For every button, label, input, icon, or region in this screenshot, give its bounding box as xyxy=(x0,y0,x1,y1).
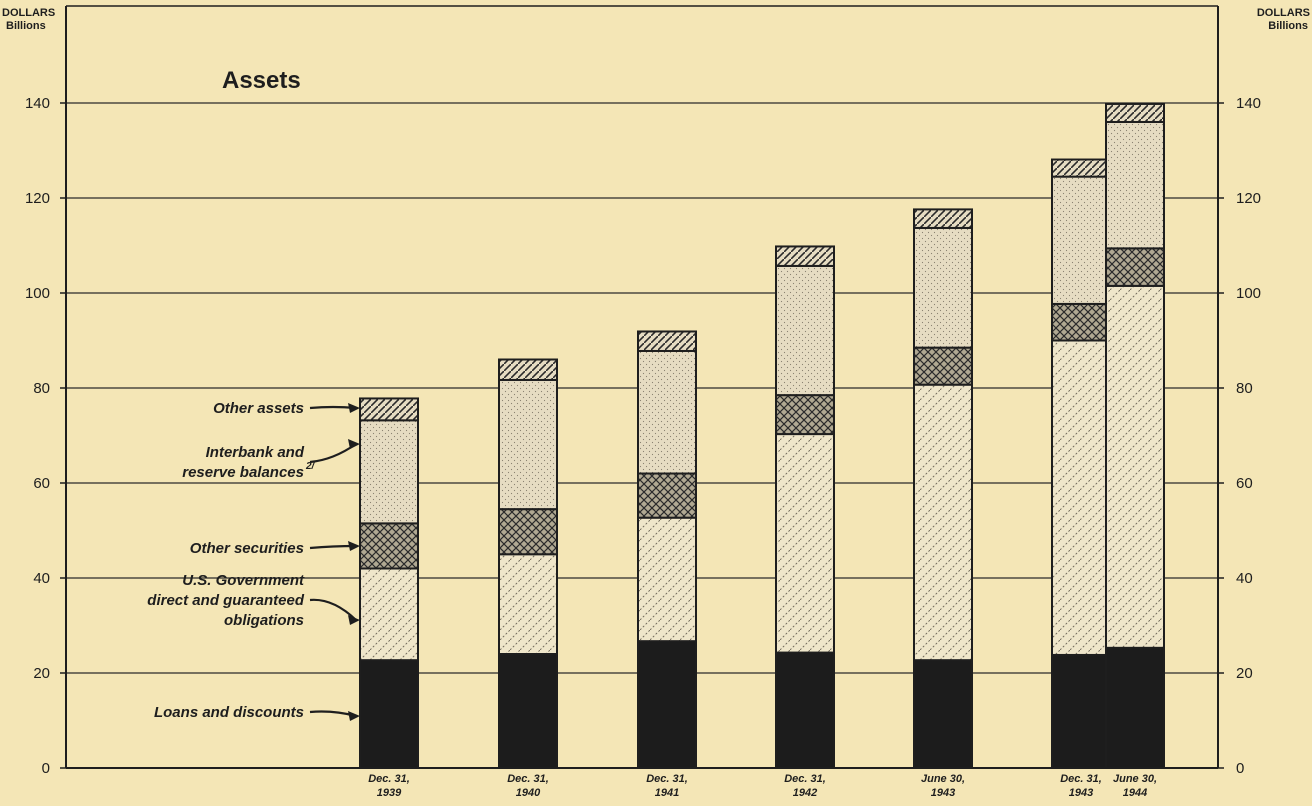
footnote-marker: 2/ xyxy=(305,461,316,472)
y-tick-label-left: 100 xyxy=(25,285,50,302)
category-label-year: 1942 xyxy=(793,787,817,799)
y-tick-label-left: 20 xyxy=(33,665,50,682)
y-tick-label-left: 140 xyxy=(25,95,50,112)
bar-segment-2 xyxy=(359,522,419,570)
series-label: U.S. Government xyxy=(182,572,305,589)
bar-segment-1 xyxy=(1105,284,1165,649)
bar-segment-4 xyxy=(1105,102,1165,123)
right-axis-unit-line1: DOLLARS xyxy=(1257,7,1310,19)
bar-segment-1 xyxy=(637,516,697,643)
bar-segment-4 xyxy=(913,208,973,229)
y-tick-label-right: 80 xyxy=(1236,380,1253,397)
series-arrow xyxy=(309,443,357,464)
category-labels: Dec. 31, 1939 Dec. 31, 1940 Dec. 31, 1941 Dec.… xyxy=(368,773,1157,799)
bar-segment-2 xyxy=(1051,302,1111,342)
bar-segment-1 xyxy=(775,433,835,654)
arrowhead xyxy=(348,711,360,721)
category-label-year: 1940 xyxy=(516,787,541,799)
y-tick-label-left: 80 xyxy=(33,380,50,397)
bar-segment-0 xyxy=(498,653,558,769)
bar-segment-3 xyxy=(913,226,973,349)
series-label: Other securities xyxy=(190,540,304,557)
left-axis-unit-line2: Billions xyxy=(6,20,46,32)
bar-segment-4 xyxy=(775,245,835,267)
series-labels: Other assets Interbank and reserve balance… xyxy=(147,400,360,721)
series-label: obligations xyxy=(224,612,304,629)
bar-segment-1 xyxy=(498,553,558,655)
category-label: Dec. 31, xyxy=(646,773,688,785)
y-tick-label-right: 100 xyxy=(1236,285,1261,302)
right-axis-unit-line2: Billions xyxy=(1268,20,1308,32)
category-label: Dec. 31, xyxy=(507,773,549,785)
category-label-year: 1943 xyxy=(1069,787,1093,799)
arrowhead xyxy=(348,541,360,551)
bar-segment-0 xyxy=(359,659,419,769)
bar-segment-4 xyxy=(359,397,419,422)
y-tick-label-right: 0 xyxy=(1236,760,1244,777)
bar-segment-1 xyxy=(913,383,973,662)
bars xyxy=(359,102,1165,770)
bar-segment-3 xyxy=(359,419,419,525)
bar-segment-3 xyxy=(1051,175,1111,305)
bar-segment-0 xyxy=(775,651,835,770)
bar-segment-3 xyxy=(498,378,558,511)
y-tick-label-left: 60 xyxy=(33,475,50,492)
bar-segment-4 xyxy=(1051,158,1111,178)
tick-labels: 0 0 20 20 40 40 60 60 80 80 100 100 120 120 140 140 xyxy=(25,95,1261,777)
bar-segment-2 xyxy=(637,472,697,519)
chart-title: Assets xyxy=(222,67,301,94)
bar-segment-2 xyxy=(1105,247,1165,287)
bar-segment-2 xyxy=(498,508,558,556)
category-label-year: 1943 xyxy=(931,787,955,799)
bar-segment-0 xyxy=(1105,646,1165,770)
y-tick-label-left: 0 xyxy=(42,760,50,777)
bar-segment-0 xyxy=(1051,653,1111,770)
series-label: Interbank and xyxy=(206,444,305,461)
bar-segment-1 xyxy=(1051,339,1111,656)
bar-segment-4 xyxy=(498,358,558,381)
bar-segment-2 xyxy=(913,346,973,386)
y-tick-label-right: 40 xyxy=(1236,570,1253,587)
series-label: Other assets xyxy=(213,400,304,417)
y-tick-label-left: 120 xyxy=(25,190,50,207)
y-tick-label-right: 20 xyxy=(1236,665,1253,682)
category-label-year: 1944 xyxy=(1123,787,1147,799)
category-label-year: 1941 xyxy=(655,787,679,799)
bar-segment-3 xyxy=(775,264,835,397)
category-label: Dec. 31, xyxy=(1060,773,1102,785)
bar-segment-0 xyxy=(913,659,973,769)
y-tick-label-right: 140 xyxy=(1236,95,1261,112)
category-label: Dec. 31, xyxy=(368,773,410,785)
category-label: June 30, xyxy=(1113,773,1157,785)
arrowhead xyxy=(348,615,360,625)
series-label: reserve balances xyxy=(182,464,304,481)
left-axis-unit-line1: DOLLARS xyxy=(2,7,55,19)
series-label: Loans and discounts xyxy=(154,704,304,721)
category-label: Dec. 31, xyxy=(784,773,826,785)
arrowhead xyxy=(348,403,360,413)
y-tick-label-right: 120 xyxy=(1236,190,1261,207)
category-label-year: 1939 xyxy=(377,787,402,799)
y-tick-label-right: 60 xyxy=(1236,475,1253,492)
bar-segment-3 xyxy=(1105,121,1165,250)
series-arrow xyxy=(309,598,357,621)
category-label: June 30, xyxy=(921,773,965,785)
bar-segment-0 xyxy=(637,640,697,769)
series-label: direct and guaranteed xyxy=(147,592,305,609)
bar-segment-4 xyxy=(637,330,697,352)
bar-segment-2 xyxy=(775,394,835,436)
bar-segment-1 xyxy=(359,567,419,662)
arrowhead xyxy=(348,439,360,449)
y-tick-label-left: 40 xyxy=(33,570,50,587)
bar-segment-3 xyxy=(637,349,697,475)
